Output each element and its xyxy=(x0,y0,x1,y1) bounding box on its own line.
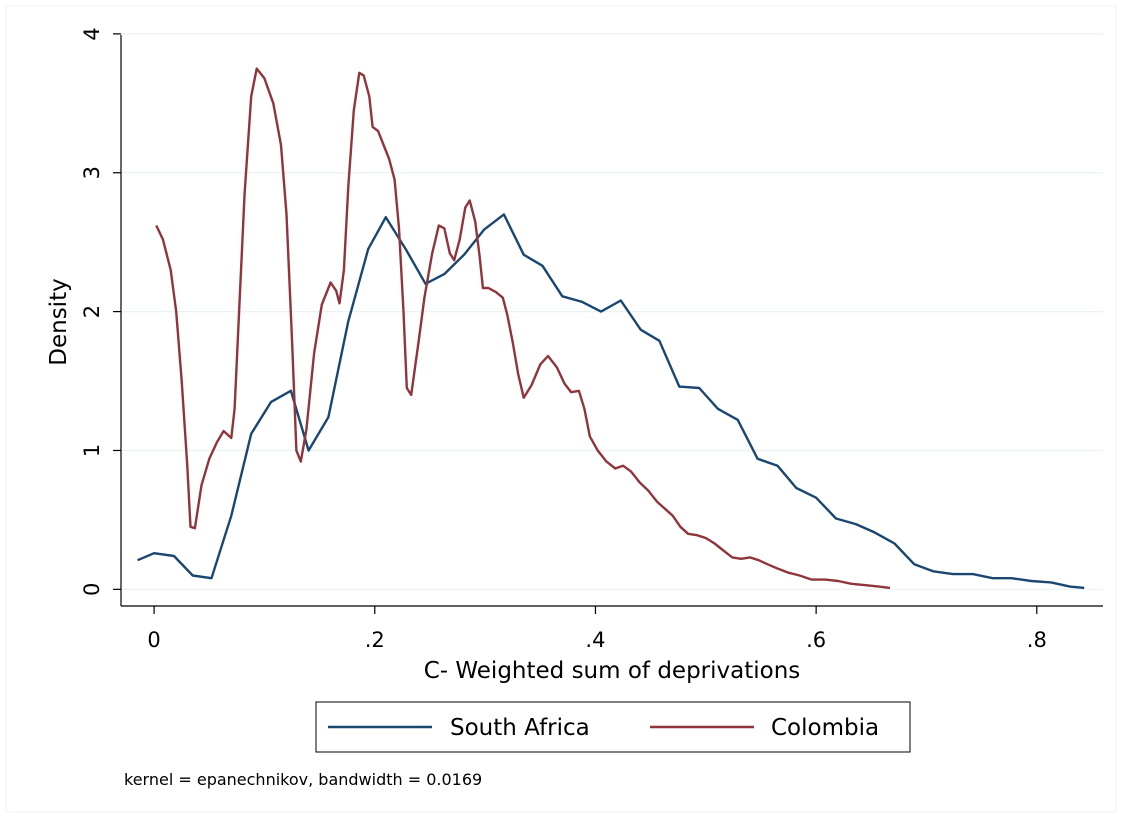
x-tick-label: .2 xyxy=(365,628,385,652)
kernel-note: kernel = epanechnikov, bandwidth = 0.016… xyxy=(124,770,482,789)
x-tick-label: .4 xyxy=(585,628,605,652)
y-tick-label: 0 xyxy=(80,583,104,596)
y-tick-label: 1 xyxy=(80,444,104,457)
x-tick-label: .6 xyxy=(806,628,826,652)
x-axis-title: C- Weighted sum of deprivations xyxy=(424,658,801,684)
y-tick-label: 4 xyxy=(80,27,104,40)
legend-label-south-africa: South Africa xyxy=(450,715,590,741)
y-tick-label: 3 xyxy=(80,166,104,179)
axes: 0 1 2 3 4 0 .2 .4 .6 .8 xyxy=(80,27,1103,652)
x-tick-label: 0 xyxy=(147,628,160,652)
y-axis-title: Density xyxy=(46,278,72,365)
plot-region xyxy=(121,20,1103,606)
legend: South Africa Colombia xyxy=(315,701,911,753)
y-tick-label: 2 xyxy=(80,305,104,318)
x-tick-label: .8 xyxy=(1027,628,1047,652)
gridlines xyxy=(121,33,1103,590)
series-lines xyxy=(137,67,1085,590)
series-line-colombia xyxy=(155,67,891,590)
legend-label-colombia: Colombia xyxy=(771,715,879,741)
